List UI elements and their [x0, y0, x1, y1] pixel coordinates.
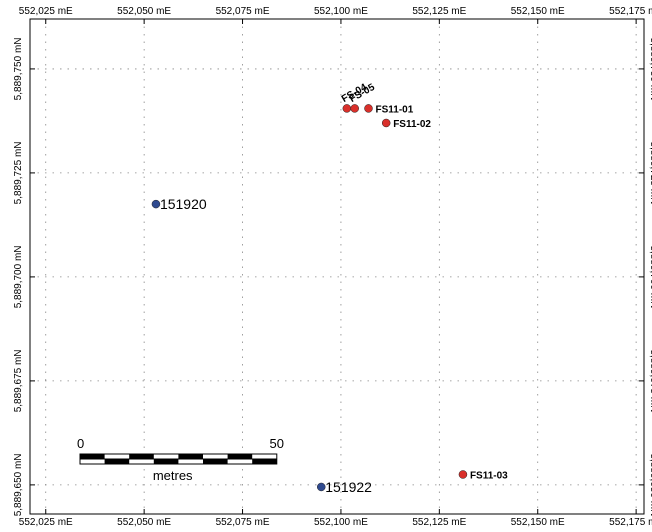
scale-bar-segment [202, 459, 228, 464]
x-tick-label-bottom: 552,100 mE [314, 517, 368, 527]
point-marker-151920 [151, 199, 161, 209]
scale-bar-end-label: 50 [270, 436, 284, 451]
x-tick-label-top: 552,150 mE [511, 6, 565, 17]
x-tick-label-bottom: 552,125 mE [412, 517, 466, 527]
point-marker-fs-04 [342, 104, 352, 113]
y-tick-label-left: 5,889,750 mN [13, 38, 24, 101]
x-tick-label-top: 552,025 mE [19, 6, 73, 17]
map-frame-border [29, 18, 645, 515]
scale-bar-segment [129, 454, 154, 459]
point-marker-fs11-02 [381, 118, 391, 128]
point-label-fs11-02: FS11-02 [393, 119, 431, 130]
point-label-fs11-01: FS11-01 [375, 104, 413, 115]
x-tick-label-bottom: 552,075 mE [216, 517, 270, 527]
point-marker-151922 [317, 482, 326, 492]
scale-bar-segment [178, 454, 203, 459]
scale-bar-unit-label: metres [153, 468, 193, 483]
y-tick-label-left: 5,889,700 mN [13, 245, 24, 308]
scale-bar-segment [80, 454, 105, 459]
y-tick-label-right: 5,889,675 mN [648, 349, 652, 412]
y-tick-label-right: 5,889,650 mN [648, 453, 652, 516]
y-tick-label-left: 5,889,725 mN [13, 141, 24, 204]
x-tick-label-bottom: 552,050 mE [117, 517, 171, 527]
x-tick-label-bottom: 552,025 mE [19, 517, 73, 527]
scale-bar-segment [252, 459, 277, 464]
scale-bar-segment [104, 459, 130, 464]
x-tick-label-top: 552,075 mE [216, 6, 270, 17]
scale-bar: 0 50 metres [77, 436, 284, 483]
x-tick-label-top: 552,125 mE [412, 6, 466, 17]
x-tick-label-bottom: 552,175 mE [609, 517, 652, 527]
scale-bar-segment [153, 459, 179, 464]
point-label-fs11-03: FS11-03 [470, 470, 508, 481]
y-tick-label-left: 5,889,675 mN [13, 349, 24, 412]
x-tick-label-top: 552,100 mE [314, 6, 368, 17]
x-tick-label-top: 552,175 mE [609, 6, 652, 17]
point-marker-fs11-03 [458, 470, 468, 479]
y-tick-label-right: 5,889,750 mN [648, 38, 652, 101]
point-label-151922: 151922 [325, 479, 372, 495]
scale-bar-segment [227, 454, 253, 459]
scale-bar-start-label: 0 [77, 436, 84, 451]
point-label-151920: 151920 [160, 196, 207, 212]
x-tick-label-bottom: 552,150 mE [511, 517, 565, 527]
point-layer: FS-04FS-05FS11-01FS11-02FS11-03151920151… [151, 82, 508, 495]
point-marker-fs11-01 [364, 104, 373, 113]
x-tick-label-top: 552,050 mE [117, 6, 171, 17]
grid-layer [30, 19, 644, 514]
tick-label-layer: 552,025 mE 552,025 mE 552,050 mE 552,050 mE… [13, 6, 652, 528]
y-tick-label-left: 5,889,650 mN [13, 453, 24, 516]
point-marker-fs-05 [350, 104, 359, 113]
y-tick-label-right: 5,889,700 mN [648, 245, 652, 308]
y-tick-label-right: 5,889,725 mN [648, 141, 652, 204]
